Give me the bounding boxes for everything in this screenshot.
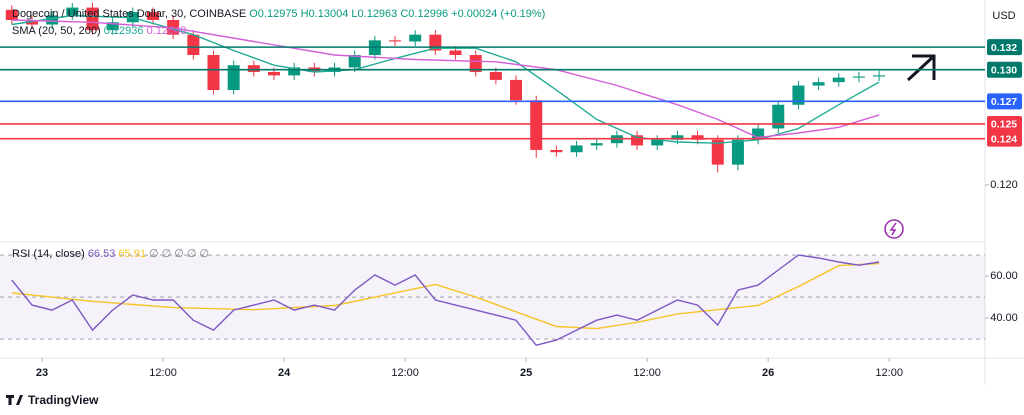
legend-indicator: SMA (20, 50, 200) xyxy=(12,25,101,37)
candle-body xyxy=(731,139,744,165)
level-label: 0.125 xyxy=(991,119,1017,131)
candle-body xyxy=(46,15,59,25)
candle-body xyxy=(469,55,482,72)
legend-row: SMA (20, 50, 200) 0.12936 0.12648 xyxy=(12,25,186,37)
level-label: 0.130 xyxy=(991,64,1017,76)
candle-body xyxy=(227,65,240,91)
candle-body xyxy=(772,104,785,129)
candle-body xyxy=(489,71,502,80)
x-tick-label: 23 xyxy=(36,367,48,379)
candle-body xyxy=(671,135,684,140)
candle-body xyxy=(832,77,845,83)
candle-body xyxy=(247,65,260,72)
alert-icon[interactable] xyxy=(884,219,904,239)
level-label-box xyxy=(987,93,1022,110)
candle-body xyxy=(207,55,220,91)
rsi-tick-label: 40.00 xyxy=(990,312,1018,324)
legend-ohlc: H0.13004 xyxy=(301,8,349,20)
candle-body xyxy=(449,50,462,56)
rsi-legend-value: 65.91 xyxy=(118,248,146,260)
level-label: 0.124 xyxy=(991,133,1017,145)
candle-body xyxy=(590,143,603,146)
candle-body xyxy=(106,22,119,31)
candle-body xyxy=(792,85,805,105)
candle-body xyxy=(852,76,865,78)
legend-ohlc: +0.00024 (+0.19%) xyxy=(451,8,545,20)
legend-indicator-value: 0.12936 xyxy=(104,25,144,37)
candle-body xyxy=(389,40,402,42)
legend-row: RSI (14, close) 66.53 65.91 ∅ ∅ ∅ ∅ ∅ xyxy=(12,248,209,260)
candle-body xyxy=(812,82,825,86)
x-tick-label: 12:00 xyxy=(391,367,419,379)
x-tick-label: 12:00 xyxy=(875,367,903,379)
rsi-ma-line xyxy=(11,262,880,330)
x-tick-label: 24 xyxy=(278,367,291,379)
candle-body xyxy=(66,7,79,16)
candle-body xyxy=(146,12,159,20)
rsi-legend: RSI (14, close) xyxy=(12,248,85,260)
level-label-box xyxy=(987,39,1022,56)
rsi-line xyxy=(11,254,880,346)
candle-body xyxy=(25,20,38,25)
sma-line xyxy=(11,14,880,144)
candle-body xyxy=(873,75,886,77)
level-label-box xyxy=(987,130,1022,147)
candle-body xyxy=(691,135,704,140)
candle-body xyxy=(5,9,18,20)
x-tick-label: 26 xyxy=(762,367,774,379)
candle-body xyxy=(348,55,361,68)
legend-row: Dogecoin / United States Dollar, 30, COI… xyxy=(12,8,545,20)
x-tick-label: 12:00 xyxy=(633,367,661,379)
candle-body xyxy=(510,79,523,101)
candle-body xyxy=(752,128,765,140)
rsi-band xyxy=(0,255,985,340)
candle-body xyxy=(550,149,563,153)
candle-body xyxy=(288,67,301,76)
level-label-box xyxy=(987,61,1022,78)
level-label: 0.127 xyxy=(991,96,1017,108)
currency[interactable]: USD xyxy=(992,10,1015,22)
brand: TradingView xyxy=(28,393,99,407)
legend-title: Dogecoin / United States Dollar, 30, COI… xyxy=(12,8,246,20)
candle-body xyxy=(570,145,583,153)
rsi-tick-label: 60.00 xyxy=(990,270,1018,282)
candle-body xyxy=(187,34,200,56)
x-tick-label: 12:00 xyxy=(149,367,177,379)
rsi-legend-value: 66.53 xyxy=(88,248,116,260)
x-tick-label: 25 xyxy=(520,367,532,379)
candle-body xyxy=(631,135,644,146)
rsi-legend-value: ∅ ∅ ∅ ∅ ∅ xyxy=(149,248,209,260)
brand-logo xyxy=(6,395,23,405)
arrow-icon xyxy=(906,54,936,82)
level-label: 0.132 xyxy=(991,42,1017,54)
y-tick-label: 0.120 xyxy=(990,179,1018,191)
candle-body xyxy=(268,71,281,76)
candle-body xyxy=(651,139,664,146)
candle-body xyxy=(530,100,543,150)
level-label-box xyxy=(987,115,1022,132)
candle-body xyxy=(711,139,724,165)
legend-ohlc: C0.12996 xyxy=(400,8,448,20)
legend-ohlc: L0.12963 xyxy=(351,8,397,20)
legend-ohlc: O0.12975 xyxy=(249,8,297,20)
legend-indicator-value: 0.12648 xyxy=(147,25,187,37)
candle-body xyxy=(86,7,99,31)
candle-body xyxy=(409,34,422,42)
